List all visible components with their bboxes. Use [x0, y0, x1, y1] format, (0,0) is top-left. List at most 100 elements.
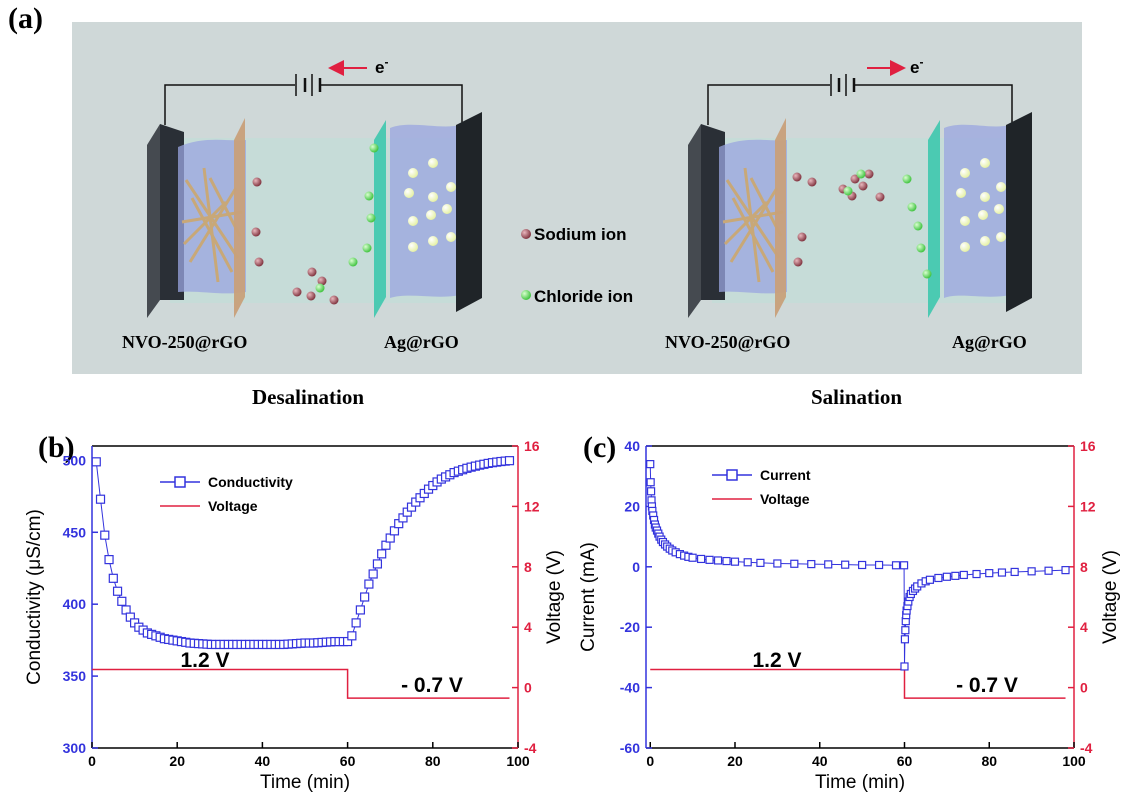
y-axis-label: Current (mA) — [578, 542, 599, 652]
y-tick-label: -60 — [620, 740, 640, 756]
battery-icon-2 — [830, 74, 856, 96]
x-tick-label: 100 — [506, 753, 530, 769]
y-tick-label: 0 — [632, 559, 640, 575]
data-point — [756, 558, 765, 567]
y2-tick-label: -4 — [1080, 740, 1093, 756]
x-tick-label: 20 — [169, 753, 185, 769]
data-point — [1061, 566, 1070, 575]
data-point — [900, 635, 910, 644]
x-tick-label: 60 — [340, 753, 356, 769]
y-tick-label: 300 — [63, 740, 87, 756]
membrane-left-2 — [775, 118, 786, 318]
x-tick-label: 100 — [1062, 753, 1086, 769]
data-point — [997, 568, 1007, 577]
voltage-annotation-negative: - 0.7 V — [956, 674, 1018, 697]
legend-label-voltage: Voltage — [760, 491, 810, 507]
y-tick-label: -20 — [620, 619, 640, 635]
y2-tick-label: 8 — [1080, 559, 1088, 575]
data-point — [91, 457, 101, 467]
data-point — [790, 559, 799, 568]
data-point — [874, 560, 884, 570]
data-point — [1010, 567, 1019, 577]
data-point — [730, 557, 740, 566]
voltage-annotation-negative: - 0.7 V — [401, 674, 463, 697]
data-point — [773, 559, 782, 568]
x-tick-label: 0 — [88, 753, 96, 769]
nvo-nanowires-2 — [722, 167, 784, 283]
data-point — [104, 555, 114, 565]
data-point — [108, 573, 118, 583]
y2-tick-label: 0 — [1080, 680, 1088, 696]
x-tick-label: 80 — [425, 753, 441, 769]
data-point — [807, 559, 816, 569]
y-tick-label: -40 — [620, 680, 640, 696]
data-point — [722, 556, 731, 566]
y-tick-label: 20 — [624, 498, 640, 514]
data-point — [1044, 566, 1053, 575]
desalination-cell: e- — [147, 55, 482, 318]
data-point — [891, 561, 901, 570]
wire-left — [164, 84, 295, 125]
y2-tick-label: 16 — [524, 438, 540, 454]
y2-tick-label: -4 — [524, 740, 537, 756]
data-point — [858, 560, 867, 570]
data-point — [899, 561, 909, 570]
data-point — [696, 554, 706, 564]
y-tick-label: 400 — [63, 596, 87, 612]
left-cell-ag-label: Ag@rGO — [384, 332, 459, 352]
legend-label-main: Conductivity — [208, 474, 293, 490]
nvo-nanowires — [181, 167, 243, 283]
y2-tick-label: 4 — [1080, 619, 1088, 635]
x-axis-label: Time (min) — [815, 772, 905, 793]
data-point — [900, 662, 909, 671]
ion-legend: Sodium ion Chloride ion — [521, 225, 633, 306]
data-point — [985, 569, 994, 578]
membrane-left — [234, 118, 245, 318]
wire-right — [321, 84, 463, 125]
x-tick-label: 0 — [646, 753, 654, 769]
y-tick-label: 40 — [624, 438, 640, 454]
main-series-line — [649, 464, 1066, 667]
y-tick-label: 500 — [63, 452, 87, 468]
chloride-ions-2 — [843, 169, 932, 279]
data-point — [364, 579, 374, 589]
chloride-legend-label: Chloride ion — [534, 287, 633, 306]
sodium-ions — [251, 177, 339, 305]
y-tick-label: 350 — [63, 668, 87, 684]
data-point — [646, 478, 655, 487]
data-point — [351, 618, 361, 628]
wire-right-2 — [855, 84, 1013, 125]
x-tick-label: 60 — [897, 753, 913, 769]
data-point — [972, 569, 981, 579]
y-axis-label: Conductivity (μS/cm) — [24, 509, 45, 685]
voltage-series-line — [650, 668, 1066, 699]
sodium-legend-icon — [521, 229, 531, 239]
electrode-ag — [456, 112, 482, 312]
legend-label-voltage: Voltage — [208, 498, 258, 514]
voltage-annotation-positive: 1.2 V — [180, 649, 229, 672]
data-point — [95, 494, 106, 504]
data-point — [901, 626, 910, 635]
rgo-sheet-right-2 — [944, 124, 1010, 298]
electrode-nvo — [147, 124, 160, 318]
data-point — [646, 460, 655, 469]
electron-label: e- — [375, 55, 388, 77]
battery-icon — [295, 74, 322, 96]
schematic-diagram: e- Sodium — [147, 55, 1032, 318]
y-tick-label: 450 — [63, 524, 87, 540]
y2-tick-label: 12 — [1080, 498, 1096, 514]
data-point — [112, 586, 123, 596]
data-point — [934, 573, 943, 583]
panel-b-letter: (b) — [38, 431, 75, 464]
x-axis-label: Time (min) — [260, 772, 350, 793]
y2-tick-label: 0 — [524, 680, 532, 696]
data-point — [372, 559, 383, 569]
electron-label-2: e- — [910, 55, 923, 77]
y2-tick-label: 16 — [1080, 438, 1096, 454]
desalination-caption: Desalination — [252, 385, 365, 409]
rgo-sheet-right — [390, 124, 460, 298]
legend-label-main: Current — [760, 467, 811, 483]
ag-particles — [404, 158, 456, 252]
